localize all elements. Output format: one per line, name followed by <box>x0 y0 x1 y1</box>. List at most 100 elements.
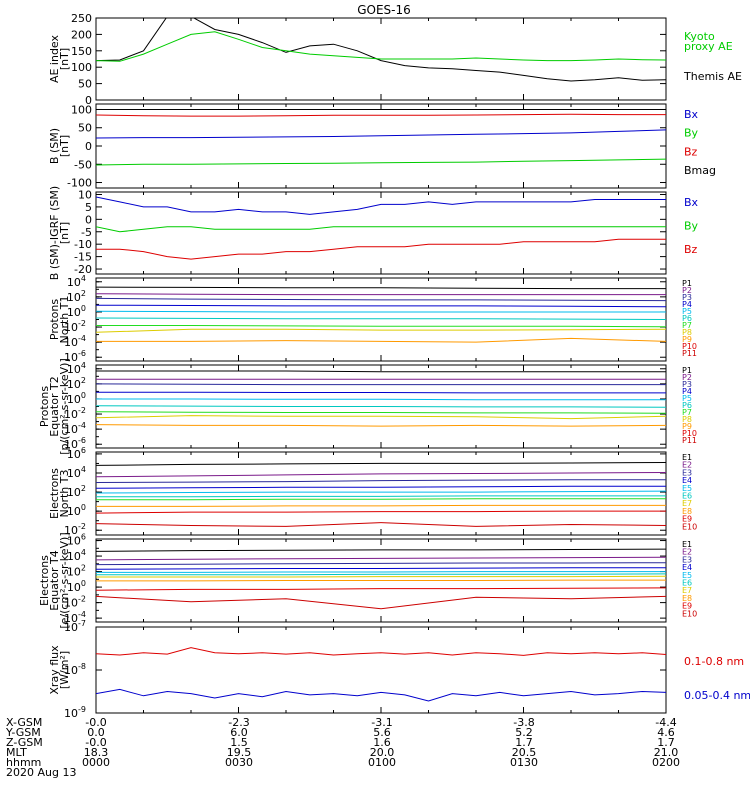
legend-entry: Kyoto <box>684 30 715 43</box>
y-tick-label: 50 <box>78 122 92 135</box>
footer-value: 4.6 <box>657 726 675 739</box>
y-tick-label-exp: 0 <box>81 579 86 588</box>
y-tick-label-exp: -2 <box>78 595 86 604</box>
series-0-05-0-4-nm <box>96 688 666 702</box>
y-tick-label-exp: 2 <box>81 484 86 493</box>
series-e3 <box>96 562 666 566</box>
series-0-1-0-8-nm <box>96 647 666 656</box>
y-tick-label: 150 <box>71 45 92 58</box>
y-tick-label: -5 <box>81 226 92 239</box>
y-tick-label: 104 <box>67 548 86 563</box>
series-p5 <box>96 398 666 401</box>
legend-entry: Themis AE <box>683 70 742 83</box>
series-bx <box>96 196 666 215</box>
series-e10 <box>96 595 666 610</box>
legend-entry: 0.05-0.4 nm <box>684 689 750 702</box>
series-p9 <box>96 424 666 427</box>
y-tick-label-exp: 2 <box>81 376 86 385</box>
series-p8 <box>96 328 666 333</box>
y-tick-label-exp: -4 <box>78 610 86 619</box>
footer-value: 1.7 <box>657 736 675 749</box>
legend-entry: E8 <box>682 507 692 516</box>
y-tick-label: 10-7 <box>64 619 86 634</box>
y-tick-label-base: 10 <box>64 336 78 349</box>
y-tick-label-exp: 4 <box>81 465 86 474</box>
y-tick-label: 102 <box>67 289 86 304</box>
series-bz <box>96 238 666 260</box>
legend-entry: E7 <box>682 586 692 595</box>
y-tick-label: 100 <box>67 579 86 594</box>
series-p6 <box>96 317 666 320</box>
series-e7 <box>96 575 666 578</box>
y-tick-label-exp: -2 <box>78 522 86 531</box>
y-tick-label-exp: 0 <box>81 304 86 313</box>
legend-entry: P11 <box>682 436 697 445</box>
legend-entry: P10 <box>682 342 697 351</box>
y-tick-label-base: 10 <box>64 351 78 364</box>
footer-value: 20.0 <box>370 746 395 759</box>
series-by <box>96 226 666 233</box>
y-axis-label: Xray flux <box>48 645 61 695</box>
y-tick-label-base: 10 <box>64 612 78 625</box>
series-p9 <box>96 337 666 343</box>
y-tick-label: 10-8 <box>64 662 86 677</box>
legend-entry: E9 <box>682 515 692 524</box>
y-tick-label: 100 <box>71 61 92 74</box>
y-tick-label-exp: -4 <box>78 334 86 343</box>
legend-entry: E1 <box>682 540 692 549</box>
series-e9 <box>96 587 666 591</box>
y-tick-label: 106 <box>67 446 86 461</box>
legend-entry: P4 <box>682 387 692 396</box>
footer-row-label: Y-GSM <box>5 726 41 739</box>
series-e10 <box>96 522 666 527</box>
legend-entry: P3 <box>682 293 692 302</box>
y-axis-label: B (SM) <box>48 128 61 164</box>
y-axis-label: Electrons <box>38 555 51 606</box>
series-bx <box>96 129 666 139</box>
y-tick-label-base: 10 <box>67 448 81 461</box>
footer-value: 5.2 <box>515 726 533 739</box>
y-tick-label: 10-4 <box>64 421 86 436</box>
legend-entry: P6 <box>682 314 692 323</box>
legend-entry: Bx <box>684 108 699 121</box>
y-tick-label: 100 <box>71 103 92 116</box>
y-tick-label: 10-6 <box>64 349 86 364</box>
legend-entry: E4 <box>682 476 692 485</box>
y-tick-label-exp: -2 <box>78 406 86 415</box>
legend-entry: P10 <box>682 429 697 438</box>
legend-entry: E7 <box>682 499 692 508</box>
legend-entry: P2 <box>682 373 692 382</box>
legend-entry: P11 <box>682 349 697 358</box>
y-tick-label-base: 10 <box>67 550 81 563</box>
legend-entry: 0.1-0.8 nm <box>684 655 744 668</box>
series-p1 <box>96 286 666 290</box>
legend-entry: Bz <box>684 243 698 256</box>
footer-value: -4.4 <box>655 716 676 729</box>
series-p6 <box>96 405 666 408</box>
y-tick-label: 0 <box>85 213 92 226</box>
footer-value: 0100 <box>368 756 396 769</box>
y-tick-label-exp: -2 <box>78 319 86 328</box>
date-label: 2020 Aug 13 <box>6 766 76 779</box>
y-tick-label: 0 <box>85 94 92 107</box>
legend-entry: E10 <box>682 522 697 531</box>
footer-value: 21.0 <box>654 746 679 759</box>
footer-value: -0.0 <box>85 716 106 729</box>
y-tick-label: 104 <box>67 465 86 480</box>
y-tick-label-base: 10 <box>64 408 78 421</box>
y-tick-label: 102 <box>67 564 86 579</box>
y-tick-label-exp: 2 <box>81 289 86 298</box>
y-tick-label-exp: -8 <box>78 662 86 671</box>
series-p7 <box>96 411 666 414</box>
series-e8 <box>96 504 666 507</box>
y-tick-label: 100 <box>67 391 86 406</box>
y-tick-label-base: 10 <box>64 438 78 451</box>
y-tick-label-exp: -6 <box>78 436 86 445</box>
footer-value: -0.0 <box>85 736 106 749</box>
y-tick-label: 102 <box>67 376 86 391</box>
